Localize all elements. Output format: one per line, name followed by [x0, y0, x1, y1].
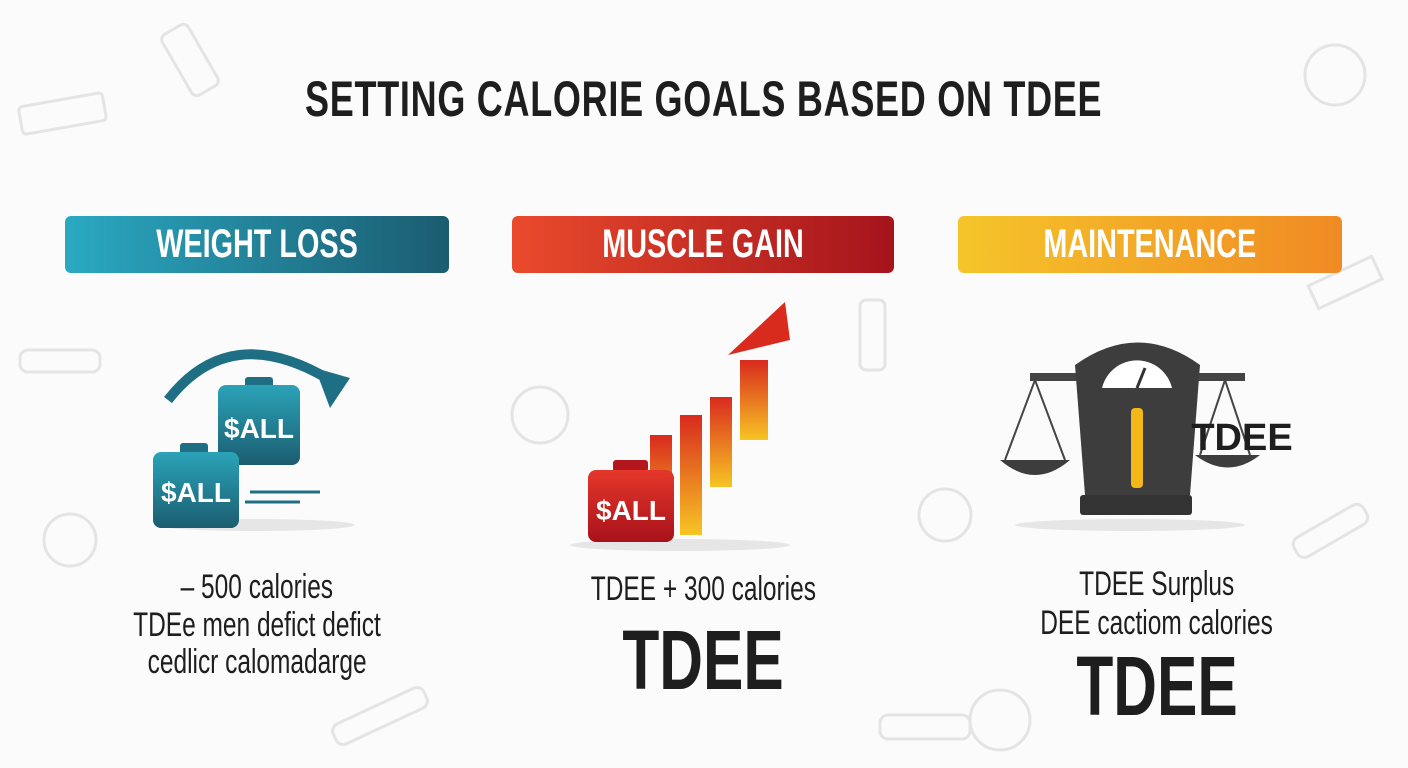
header-text: WEIGHT LOSS [156, 222, 358, 266]
text-line: TDEE + 300 calories [483, 570, 923, 609]
text: TDEE [622, 613, 784, 707]
text: TDEE + 300 calories [590, 570, 816, 608]
title: SETTING CALORIE GOALS BASED ON TDEE [0, 70, 1408, 128]
icons: $ALL $ALL $ALL [153, 302, 1293, 551]
header-pill: MAINTENANCE [958, 216, 1342, 273]
text: DEE cactiom calories [1040, 604, 1274, 642]
text: TDEE [1076, 639, 1238, 733]
icon-label: $ALL [224, 413, 294, 444]
header-text: MAINTENANCE [1043, 222, 1257, 266]
text-line: DEE cactiom calories [937, 604, 1377, 643]
weight-loss-icon: $ALL $ALL [153, 349, 355, 531]
maintenance-icon: TDEE [1000, 342, 1293, 531]
header-text: MUSCLE GAIN [602, 222, 804, 266]
text: TDEE Surplus [1079, 565, 1235, 603]
header-pill: MUSCLE GAIN [512, 216, 894, 273]
big-label: TDEE [483, 612, 923, 709]
text-line: – 500 calories [37, 568, 477, 607]
text-line: TDEe men defict defict [37, 606, 477, 645]
header-pill: WEIGHT LOSS [65, 216, 449, 273]
text: cedlicr calomadarge [147, 643, 367, 681]
muscle-gain-icon: $ALL [570, 302, 790, 551]
icon-label: TDEE [1191, 417, 1292, 459]
icon-label: $ALL [596, 495, 666, 526]
text-line: TDEE Surplus [937, 565, 1377, 604]
text-line: cedlicr calomadarge [37, 643, 477, 682]
title-text: SETTING CALORIE GOALS BASED ON TDEE [305, 71, 1103, 127]
icon-label: $ALL [161, 477, 231, 508]
text: TDEe men defict defict [133, 606, 381, 644]
big-label: TDEE [937, 638, 1377, 735]
text: – 500 calories [180, 568, 334, 606]
